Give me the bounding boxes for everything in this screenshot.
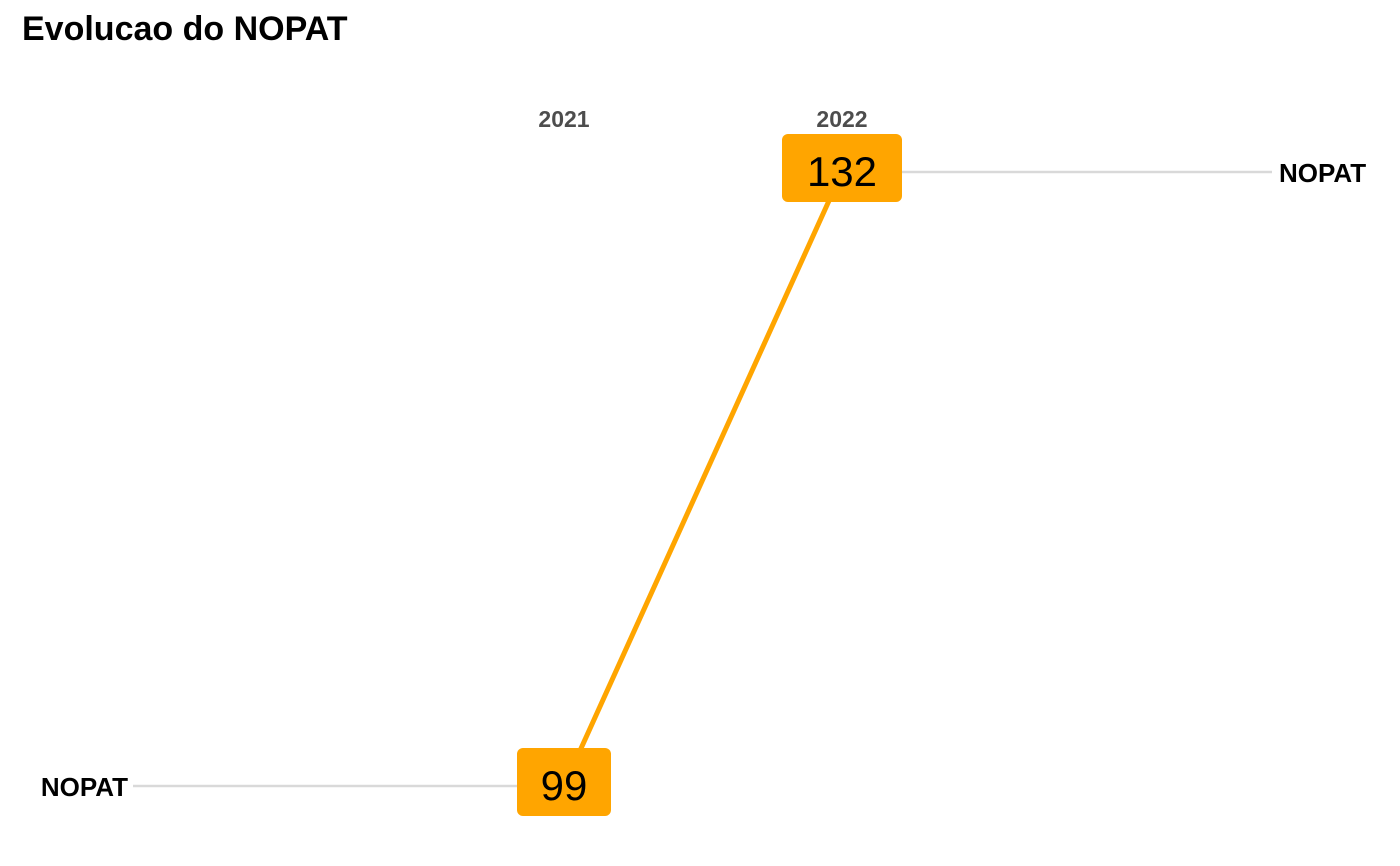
left-series-label: NOPAT (41, 772, 128, 802)
value-box-2022 (782, 134, 902, 202)
value-label-2021: 99 (541, 762, 588, 809)
value-box-2021 (517, 748, 611, 816)
chart-title: Evolucao do NOPAT (22, 10, 348, 48)
column-label-2021: 2021 (538, 106, 589, 132)
column-label-2022: 2022 (816, 106, 867, 132)
value-label-2022: 132 (807, 148, 877, 195)
right-series-label: NOPAT (1279, 158, 1366, 188)
series-line-nopat (561, 170, 845, 788)
